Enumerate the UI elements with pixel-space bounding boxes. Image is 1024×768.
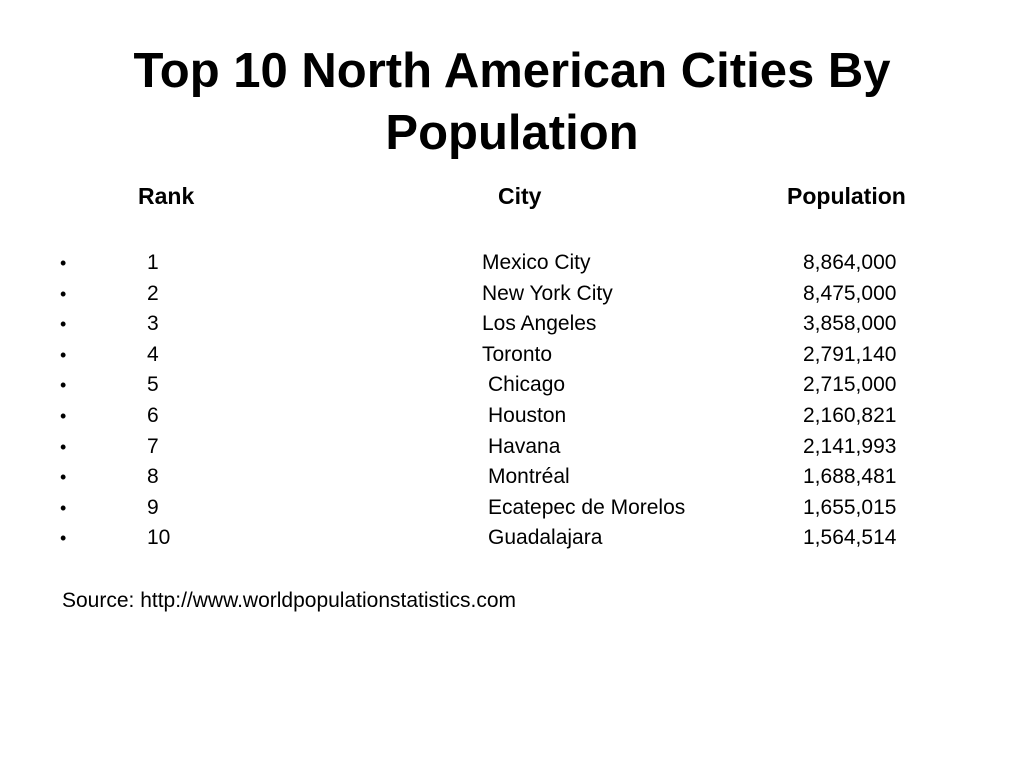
list-item: • 6 Houston 2,160,821	[0, 401, 1024, 432]
city-name: Havana	[488, 434, 561, 458]
bullet-icon: •	[60, 344, 67, 365]
city-name: Ecatepec de Morelos	[488, 495, 686, 519]
city-name: Guadalajara	[488, 526, 603, 550]
rank-value: 10	[147, 526, 171, 550]
rank-value: 8	[147, 465, 159, 489]
city-name: New York City	[482, 281, 613, 305]
population-value: 3,858,000	[803, 312, 897, 336]
population-value: 1,655,015	[803, 495, 897, 519]
population-value: 1,564,514	[803, 526, 897, 550]
title-line-1: Top 10 North American Cities By	[133, 44, 891, 98]
city-list: • 1 Mexico City 8,864,000 • 2 New York C…	[0, 248, 1024, 554]
city-name: Los Angeles	[482, 312, 597, 336]
source-citation: Source: http://www.worldpopulationstatis…	[62, 589, 517, 612]
rank-value: 2	[147, 281, 159, 305]
list-item: • 8 Montréal 1,688,481	[0, 462, 1024, 493]
rank-value: 4	[147, 342, 159, 366]
population-value: 1,688,481	[803, 465, 897, 489]
rank-value: 5	[147, 373, 159, 397]
bullet-icon: •	[60, 375, 67, 396]
rank-value: 7	[147, 434, 159, 458]
rank-value: 6	[147, 403, 159, 427]
list-item: • 1 Mexico City 8,864,000	[0, 248, 1024, 279]
bullet-icon: •	[60, 283, 67, 304]
rank-header: Rank	[138, 183, 195, 209]
population-value: 2,141,993	[803, 434, 897, 458]
list-item: • 10 Guadalajara 1,564,514	[0, 523, 1024, 554]
list-item: • 3 Los Angeles 3,858,000	[0, 309, 1024, 340]
population-value: 8,475,000	[803, 281, 897, 305]
bullet-icon: •	[60, 497, 67, 518]
bullet-icon: •	[60, 253, 67, 273]
bullet-icon: •	[60, 314, 67, 335]
list-item: • 4 Toronto 2,791,140	[0, 340, 1024, 371]
list-item: • 2 New York City 8,475,000	[0, 279, 1024, 310]
bullet-icon: •	[60, 467, 67, 488]
list-item: • 5 Chicago 2,715,000	[0, 370, 1024, 401]
city-name: Chicago	[488, 373, 566, 397]
city-name: Mexico City	[482, 251, 591, 274]
rank-value: 1	[147, 251, 159, 274]
population-value: 2,715,000	[803, 373, 897, 397]
population-value: 2,791,140	[803, 342, 897, 366]
population-value: 8,864,000	[803, 251, 897, 274]
bullet-icon: •	[60, 528, 67, 549]
population-header: Population	[787, 183, 906, 209]
city-header: City	[498, 183, 542, 209]
city-name: Houston	[488, 403, 567, 427]
rank-value: 3	[147, 312, 159, 336]
city-name: Toronto	[482, 342, 553, 366]
bullet-icon: •	[60, 436, 67, 457]
title-line-2: Population	[385, 106, 639, 160]
list-item: • 7 Havana 2,141,993	[0, 432, 1024, 463]
bullet-icon: •	[60, 405, 67, 426]
list-item: • 9 Ecatepec de Morelos 1,655,015	[0, 493, 1024, 524]
slide-title: Top 10 North American Cities By Populati…	[0, 40, 1024, 164]
rank-value: 9	[147, 495, 159, 519]
population-value: 2,160,821	[803, 403, 897, 427]
city-name: Montréal	[488, 465, 570, 489]
